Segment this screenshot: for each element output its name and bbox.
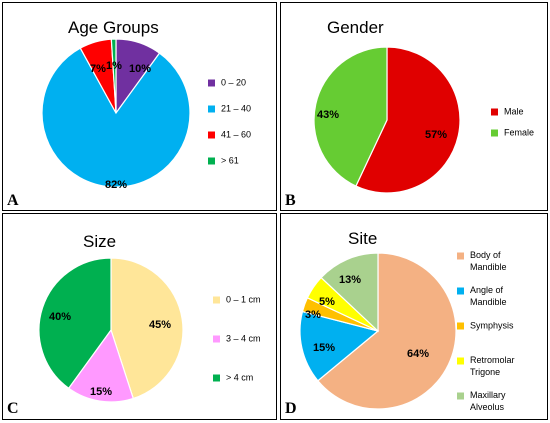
site-legend-label-1: Angle of Mandible (470, 285, 507, 307)
size-legend-label-0: 0 – 1 cm (226, 294, 261, 304)
gender-pie (313, 46, 461, 194)
age-data-label-0: 10% (129, 63, 151, 75)
panel-letter-a: A (7, 192, 19, 209)
site-legend-label-2: Symphysis (470, 320, 514, 330)
gender-slice-0 (355, 46, 461, 194)
gender-panel: Gender B 57% 43% Male Female (280, 2, 548, 211)
size-panel: Size C 45% 15% 40% 0 – 1 cm 3 – 4 cm > 4 cm (2, 213, 277, 420)
size-legend-swatch-0 (213, 296, 220, 304)
size-legend-label-1: 3 – 4 cm (226, 333, 261, 343)
site-chart: Site D 64% 15% 3%5% 13% Body of Mandible Angle… (285, 229, 515, 417)
age-legend-swatch-2 (208, 131, 215, 139)
age-legend-swatch-1 (208, 105, 215, 113)
site-pie (299, 252, 457, 410)
size-title: Size (83, 232, 116, 251)
site-slice-1 (299, 310, 380, 382)
site-data-label-1: 15% (313, 342, 335, 354)
size-slice-1 (67, 328, 135, 403)
size-legend-label-2: > 4 cm (226, 372, 253, 382)
age-groups-title: Age Groups (68, 18, 159, 37)
gender-legend-swatch-1 (491, 129, 498, 137)
size-slice-2 (38, 257, 112, 390)
gender-legend-label-0: Male (504, 106, 524, 116)
site-legend-label-4: Maxillary Alveolus (470, 390, 506, 412)
site-data-label-0: 64% (407, 348, 429, 360)
site-data-label-2: 3% (305, 309, 321, 321)
gender-data-label-0: 57% (425, 129, 447, 141)
size-chart: Size C 45% 15% 40% 0 – 1 cm 3 – 4 cm > 4 cm (7, 232, 261, 417)
age-groups-panel: Age Groups A 10% 82% 7% 1% 0 – 20 21 – 40 41 –… (2, 2, 277, 211)
gender-data-label-1: 43% (317, 109, 339, 121)
age-pie (41, 38, 191, 188)
site-data-label-3: 5% (319, 296, 335, 308)
age-legend-label-1: 21 – 40 (221, 103, 251, 113)
site-title: Site (348, 229, 377, 248)
gender-legend-label-1: Female (504, 127, 534, 137)
site-legend-swatch-1 (457, 287, 464, 295)
site-slice-4 (320, 252, 379, 333)
age-data-label-2: 7% (90, 63, 106, 75)
gender-title: Gender (327, 18, 384, 37)
age-data-label-1: 82% (105, 179, 127, 191)
site-legend-swatch-3 (457, 357, 464, 365)
panel-letter-b: B (285, 192, 296, 209)
age-slice-1 (41, 47, 191, 188)
age-legend-swatch-3 (208, 157, 215, 165)
size-data-label-0: 45% (149, 319, 171, 331)
site-legend-swatch-0 (457, 252, 464, 260)
gender-chart: Gender B 57% 43% Male Female (285, 18, 534, 209)
size-data-label-1: 15% (90, 386, 112, 398)
panel-letter-d: D (285, 400, 297, 417)
size-legend-swatch-1 (213, 335, 220, 343)
gender-slice-1 (313, 46, 388, 187)
site-slice-0 (317, 252, 457, 410)
size-pie (38, 257, 184, 403)
age-legend-label-0: 0 – 20 (221, 77, 246, 87)
site-legend-swatch-2 (457, 322, 464, 330)
site-legend-label-3: Retromolar Trigone (470, 355, 515, 377)
site-legend-label-0: Body of Mandible (470, 250, 507, 272)
age-data-label-3: 1% (106, 60, 122, 72)
size-legend-swatch-2 (213, 374, 220, 382)
site-legend-swatch-4 (457, 392, 464, 400)
site-panel: Site D 64% 15% 3% 5% 13% Body of Mandible Angle… (280, 213, 548, 420)
size-slice-0 (110, 257, 184, 400)
age-groups-chart: Age Groups A 10% 82% 7% 1% 0 – 20 21 – 40 41 –… (7, 18, 251, 209)
site-data-label-4: 13% (339, 274, 361, 286)
age-legend-label-2: 41 – 60 (221, 129, 251, 139)
age-legend-swatch-0 (208, 79, 215, 87)
size-data-label-2: 40% (49, 311, 71, 323)
panel-letter-c: C (7, 400, 19, 417)
gender-legend-swatch-0 (491, 108, 498, 116)
age-slice-3 (110, 38, 117, 114)
age-legend-label-3: > 61 (221, 155, 239, 165)
